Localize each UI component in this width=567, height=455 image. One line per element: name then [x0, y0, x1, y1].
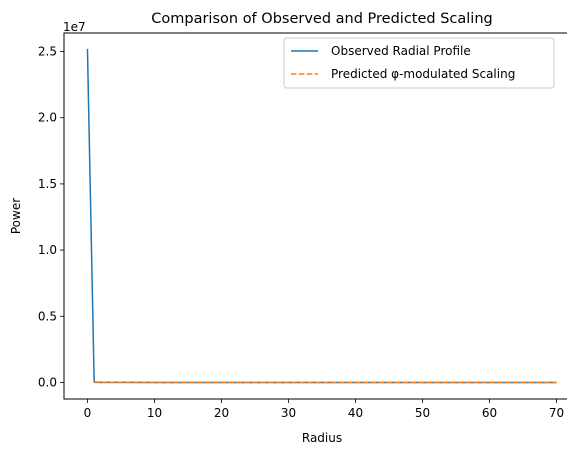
y-tick-label: 2.0: [38, 111, 57, 125]
legend: Observed Radial Profile Predicted φ-modu…: [283, 37, 555, 89]
y-tick-label: 1.0: [38, 243, 57, 257]
y-tick-label: 0.0: [38, 375, 57, 389]
x-tick-label: 20: [214, 406, 229, 420]
x-tick-label: 50: [415, 406, 430, 420]
x-tick-label: 70: [549, 406, 564, 420]
x-axis-label: Radius: [302, 431, 342, 445]
y-axis-label: Power: [9, 198, 23, 234]
series-line-0: [86, 48, 557, 384]
y-offset-label: 1e7: [63, 20, 86, 34]
y-axis: 0.0 0.5 1.0 1.5 2.0 2.5: [38, 45, 64, 389]
legend-box: [283, 37, 555, 89]
x-axis: 0 10 20 30 40 50 60 70: [84, 399, 564, 420]
plot-frame: [63, 32, 567, 400]
x-tick-label: 0: [84, 406, 92, 420]
legend-label-observed: Observed Radial Profile: [331, 44, 471, 58]
legend-label-predicted: Predicted φ-modulated Scaling: [331, 67, 515, 81]
series-layer: [86, 48, 557, 384]
x-tick-label: 60: [482, 406, 497, 420]
plot-area: [63, 32, 567, 400]
y-tick-label: 0.5: [38, 309, 57, 323]
y-tick-label: 1.5: [38, 177, 57, 191]
x-tick-label: 40: [348, 406, 363, 420]
chart-title: Comparison of Observed and Predicted Sca…: [151, 11, 492, 27]
x-tick-label: 30: [281, 406, 296, 420]
y-tick-label: 2.5: [38, 45, 57, 59]
x-tick-label: 10: [147, 406, 162, 420]
